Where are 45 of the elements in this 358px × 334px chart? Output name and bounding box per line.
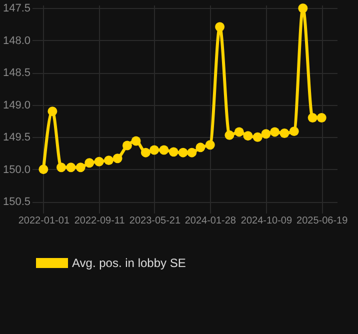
point [150,145,160,155]
x-tick-label: 2022-09-11 [74,216,126,226]
point [215,22,225,32]
x-tick-label: 2024-10-09 [240,216,292,226]
point [104,156,114,166]
point [94,156,104,166]
y-tick-label: 150.5 [2,196,30,208]
point [205,140,215,150]
y-tick-label: 147.5 [2,2,30,15]
point [48,106,58,116]
point [56,162,66,172]
point [270,127,280,137]
point [261,129,271,139]
point [298,3,308,13]
point [159,145,169,155]
point [66,162,76,172]
point [112,154,122,164]
y-tick-label: 148.0 [2,34,30,47]
point [289,126,299,136]
y-tick-label: 149.5 [2,132,30,144]
point [316,113,326,123]
y-tick-label: 148.5 [2,67,30,80]
point [140,148,150,158]
point [168,147,178,157]
point [122,140,132,150]
point [252,132,262,142]
point [196,142,206,152]
point [234,127,244,137]
point [224,130,234,140]
point [308,113,318,123]
y-tick-label: 149.0 [2,99,30,112]
point [76,162,86,172]
x-tick-label: 2024-01-28 [184,216,236,226]
point [131,136,141,146]
x-tick-label: 2022-01-01 [18,216,70,226]
x-tick-label: 2023-05-21 [129,216,181,226]
point [38,164,48,174]
legend-label: Avg. pos. in lobby SE [72,256,186,270]
point [187,148,197,158]
point [84,158,94,168]
point [243,131,253,141]
point [280,128,290,138]
point [178,148,188,158]
x-tick-label: 2025-06-19 [296,216,348,226]
y-tick-label: 150.0 [2,164,30,176]
